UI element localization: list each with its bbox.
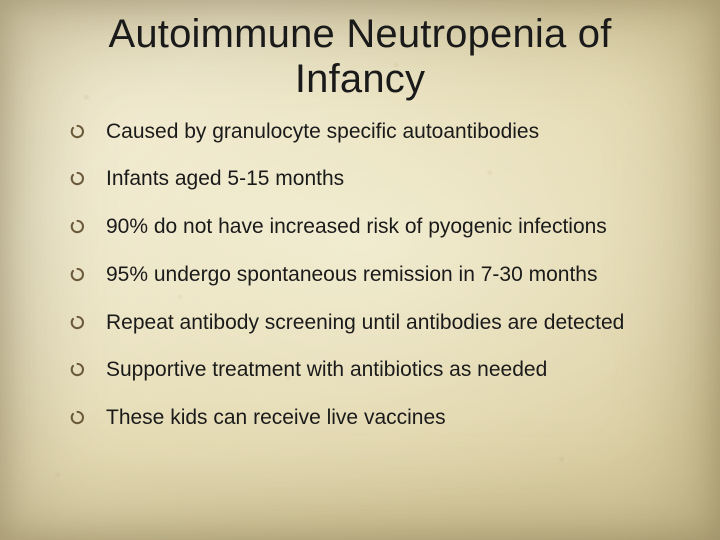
list-item-text: 95% undergo spontaneous remission in 7-3… bbox=[106, 263, 597, 286]
ring-bullet-icon bbox=[70, 171, 85, 186]
list-item: These kids can receive live vaccines bbox=[70, 406, 630, 431]
list-item: Supportive treatment with antibiotics as… bbox=[70, 358, 630, 383]
slide-title: Autoimmune Neutropenia of Infancy bbox=[48, 12, 672, 102]
list-item: Caused by granulocyte specific autoantib… bbox=[70, 120, 630, 145]
list-item-text: Caused by granulocyte specific autoantib… bbox=[106, 120, 539, 143]
ring-bullet-icon bbox=[70, 315, 85, 330]
list-item: 90% do not have increased risk of pyogen… bbox=[70, 215, 630, 240]
list-item-text: Repeat antibody screening until antibodi… bbox=[106, 311, 624, 334]
list-item-text: 90% do not have increased risk of pyogen… bbox=[106, 215, 607, 238]
list-item-text: Infants aged 5-15 months bbox=[106, 167, 344, 190]
ring-bullet-icon bbox=[70, 362, 85, 377]
ring-bullet-icon bbox=[70, 410, 85, 425]
ring-bullet-icon bbox=[70, 267, 85, 282]
list-item: 95% undergo spontaneous remission in 7-3… bbox=[70, 263, 630, 288]
slide: Autoimmune Neutropenia of Infancy Caused… bbox=[0, 0, 720, 540]
ring-bullet-icon bbox=[70, 219, 85, 234]
list-item: Infants aged 5-15 months bbox=[70, 167, 630, 192]
list-item-text: Supportive treatment with antibiotics as… bbox=[106, 358, 547, 381]
list-item-text: These kids can receive live vaccines bbox=[106, 406, 446, 429]
list-item: Repeat antibody screening until antibodi… bbox=[70, 311, 630, 336]
bullet-list: Caused by granulocyte specific autoantib… bbox=[70, 120, 672, 431]
ring-bullet-icon bbox=[70, 124, 85, 139]
